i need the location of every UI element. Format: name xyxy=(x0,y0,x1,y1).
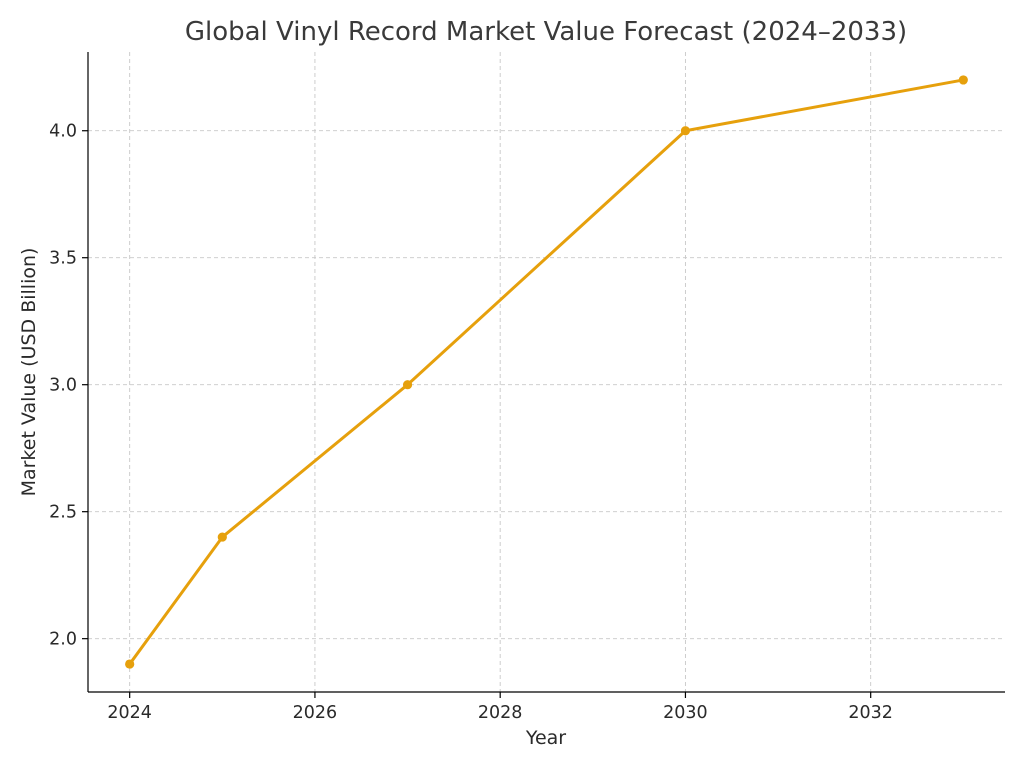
y-tick-label: 3.5 xyxy=(49,249,77,269)
series-line xyxy=(128,78,965,666)
y-axis-label: Market Value (USD Billion) xyxy=(18,248,40,497)
data-point xyxy=(958,75,968,85)
data-point xyxy=(402,380,413,390)
y-tick-label: 4.0 xyxy=(49,122,77,142)
data-point xyxy=(680,126,691,136)
x-tick-label: 2032 xyxy=(848,703,893,723)
x-tick-label: 2026 xyxy=(293,703,338,723)
y-tick-label: 3.0 xyxy=(49,376,77,396)
x-tick-label: 2030 xyxy=(663,703,708,723)
x-axis-label: Year xyxy=(525,727,566,749)
data-point xyxy=(217,532,227,542)
y-axis-ticks: 2.0 2.5 3.0 3.5 4.0 xyxy=(49,122,88,650)
x-tick-label: 2028 xyxy=(478,703,523,723)
data-point xyxy=(125,659,135,669)
y-tick-label: 2.0 xyxy=(49,630,77,650)
x-axis-ticks: 2024 2026 2028 2030 2032 xyxy=(107,692,893,723)
series xyxy=(125,75,968,669)
y-tick-label: 2.5 xyxy=(49,503,77,523)
axes xyxy=(87,52,1005,693)
grid xyxy=(88,52,1005,692)
x-tick-label: 2024 xyxy=(107,703,152,723)
chart-title: Global Vinyl Record Market Value Forecas… xyxy=(185,17,907,47)
